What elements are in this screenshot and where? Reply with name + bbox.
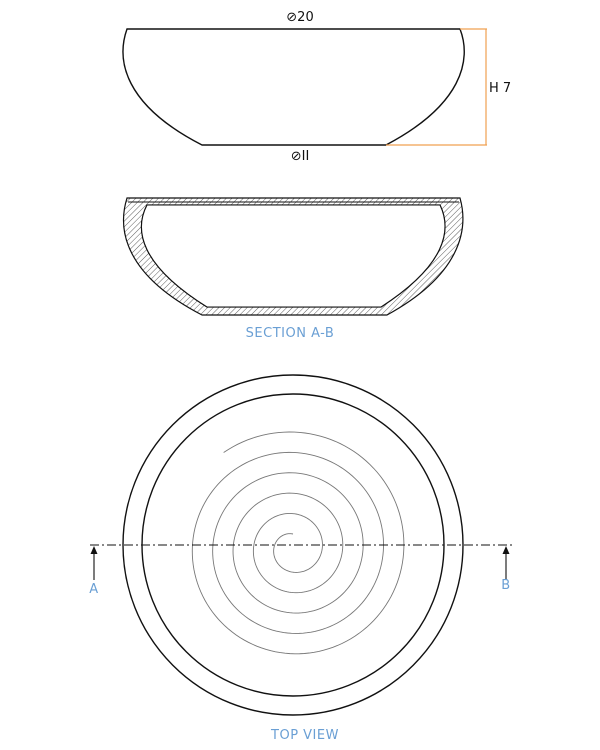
arrow-up-icon (90, 546, 98, 554)
cut-arrow-a (90, 546, 98, 580)
bottom-diameter-label: ⊘II (291, 149, 310, 164)
front-elevation-view: H 7 ⊘20 ⊘II (122, 10, 511, 164)
bowl-outer-profile (122, 28, 465, 146)
section-interior (140, 204, 446, 308)
section-title: SECTION A-B (246, 326, 335, 341)
height-dimension: H 7 (386, 28, 511, 146)
top-view: A B TOP VIEW (89, 374, 512, 743)
arrow-up-icon (502, 546, 510, 554)
top-view-title: TOP VIEW (270, 728, 339, 743)
cut-arrow-b (502, 546, 510, 580)
cut-label-b: B (501, 578, 510, 593)
section-view: SECTION A-B (122, 197, 464, 341)
top-diameter-label: ⊘20 (286, 10, 313, 25)
cut-label-a: A (89, 582, 98, 597)
height-dimension-label: H 7 (489, 81, 511, 96)
outer-rim-circle (122, 374, 464, 716)
spiral-decoration (191, 431, 405, 655)
